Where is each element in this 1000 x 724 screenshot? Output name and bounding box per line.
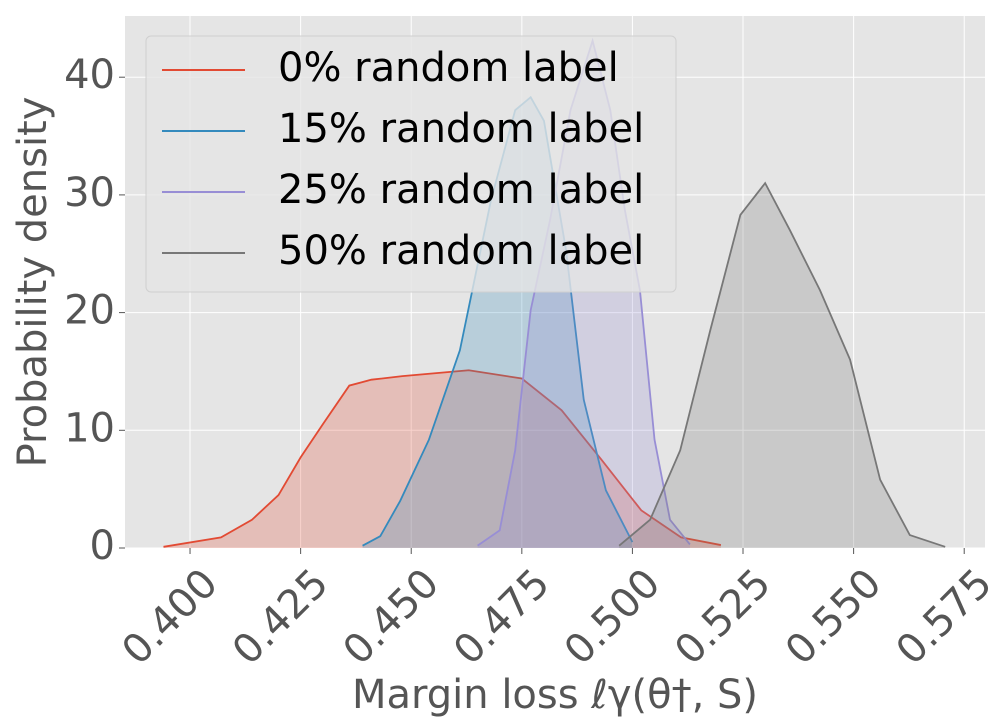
y-tick-label: 20 [64, 288, 115, 334]
density-area [619, 183, 946, 548]
density-line [618, 181, 946, 548]
legend-label: 50% random label [278, 228, 644, 274]
legend-label: 0% random label [278, 45, 619, 91]
x-tick-label: 0.575 [888, 560, 1000, 674]
y-tick-label: 30 [64, 170, 115, 216]
x-tick-label: 0.400 [113, 560, 227, 674]
density-area [477, 40, 690, 548]
x-tick-label: 0.500 [556, 560, 670, 674]
y-tick-label: 10 [64, 405, 115, 451]
x-tick-label: 0.450 [335, 560, 449, 674]
legend-label: 15% random label [278, 106, 644, 152]
x-axis-label: Margin loss ℓγ(θ†, S) [352, 672, 758, 718]
density-line [163, 369, 722, 548]
x-tick-label: 0.525 [666, 560, 780, 674]
density-area [362, 97, 633, 548]
legend-box [145, 35, 677, 293]
y-tick-label: 0 [90, 523, 115, 569]
x-tick-label: 0.550 [777, 560, 891, 674]
x-tick-label: 0.425 [224, 560, 338, 674]
density-area [163, 370, 721, 548]
legend-label: 25% random label [278, 167, 644, 213]
x-tick-label: 0.475 [445, 560, 559, 674]
y-tick-label: 40 [64, 52, 115, 98]
y-axis-label: Probability density [10, 97, 56, 468]
